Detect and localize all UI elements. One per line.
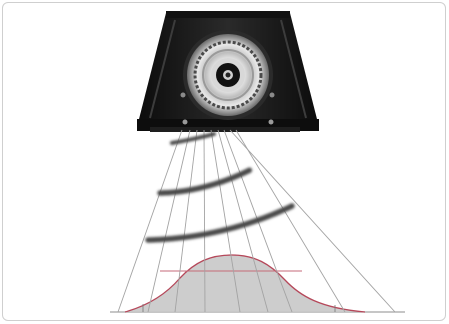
wave-fronts <box>145 132 295 243</box>
distribution-curve <box>124 254 366 313</box>
wave-front-1 <box>170 132 216 145</box>
wave-front-3 <box>145 203 295 243</box>
ultrasonic-transducer-icon <box>137 11 319 132</box>
intensity-distribution <box>124 254 366 313</box>
wave-front-2 <box>157 167 253 196</box>
beam-rays <box>117 129 396 313</box>
